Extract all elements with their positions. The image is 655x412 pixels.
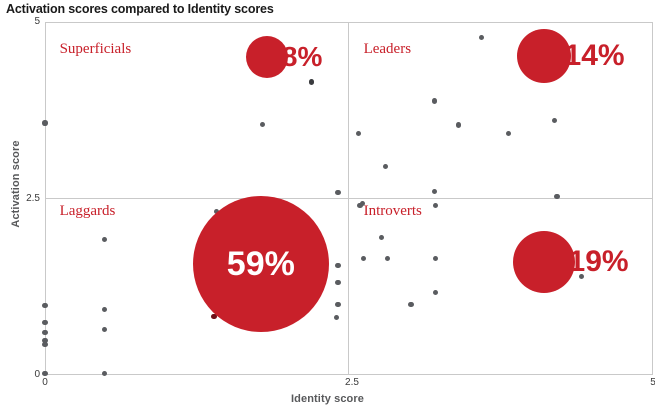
data-point	[42, 370, 48, 377]
data-point	[356, 130, 362, 137]
quadrant-label-laggards: Laggards	[59, 203, 116, 220]
data-point	[335, 279, 341, 286]
x-axis-title: Identity score	[291, 393, 364, 405]
data-point	[101, 327, 108, 333]
quadrant-label-introverts: Introverts	[363, 203, 422, 220]
plot-area: 8% 14% 59% 19% Superficials Leaders Laggards I…	[42, 22, 653, 377]
x-tick-0: 0	[42, 377, 48, 388]
data-point	[42, 342, 48, 348]
data-point	[101, 306, 108, 312]
data-point	[42, 320, 48, 326]
data-point	[385, 255, 391, 262]
data-point	[101, 370, 108, 377]
quadrant-value-laggards: 59%	[226, 244, 295, 283]
data-point	[432, 289, 438, 295]
quadrant-bubble-leaders	[516, 28, 571, 83]
quadrant-bubble-superficials	[245, 36, 288, 79]
data-point	[379, 234, 385, 240]
data-point	[382, 164, 389, 170]
data-point	[42, 337, 48, 343]
y-tick-2-5: 2.5	[26, 193, 40, 204]
quadrant-divider-horizontal	[45, 198, 653, 199]
data-point	[335, 190, 341, 196]
data-point	[431, 188, 437, 195]
quadrant-label-leaders: Leaders	[363, 40, 412, 57]
data-point	[505, 130, 511, 137]
data-point	[432, 255, 438, 262]
data-point	[551, 118, 558, 124]
page-title: Activation scores compared to Identity s…	[6, 2, 274, 16]
quadrant-label-superficials: Superficials	[59, 40, 132, 57]
data-point	[578, 273, 584, 279]
y-tick-5: 5	[34, 16, 40, 27]
data-point	[408, 301, 414, 307]
y-axis-title: Activation score	[10, 140, 22, 228]
data-point	[357, 202, 363, 209]
data-point	[42, 120, 48, 126]
data-point	[455, 122, 462, 128]
data-point	[308, 79, 314, 85]
data-point	[335, 301, 341, 307]
data-point	[554, 193, 560, 199]
data-point	[432, 202, 438, 209]
plot-frame-bottom	[45, 374, 653, 375]
data-point	[478, 34, 485, 41]
data-point	[431, 98, 437, 104]
y-tick-0: 0	[34, 369, 40, 380]
quadrant-bubble-introverts	[512, 231, 575, 294]
quadrant-value-introverts: 19%	[568, 245, 629, 279]
x-tick-2-5: 2.5	[345, 377, 359, 388]
quadrant-value-leaders: 14%	[564, 38, 625, 72]
data-point	[42, 303, 48, 309]
data-point	[360, 255, 367, 262]
data-point	[260, 121, 266, 127]
data-point	[101, 236, 108, 243]
data-point	[335, 262, 341, 269]
plot-frame-top	[45, 22, 653, 23]
data-point	[334, 314, 340, 320]
data-point	[211, 313, 217, 319]
data-point	[42, 330, 48, 336]
x-tick-5: 5	[650, 377, 655, 388]
quadrant-value-superficials: 8%	[281, 41, 323, 73]
data-point	[359, 200, 365, 207]
quadrant-bubble-laggards	[192, 195, 329, 332]
